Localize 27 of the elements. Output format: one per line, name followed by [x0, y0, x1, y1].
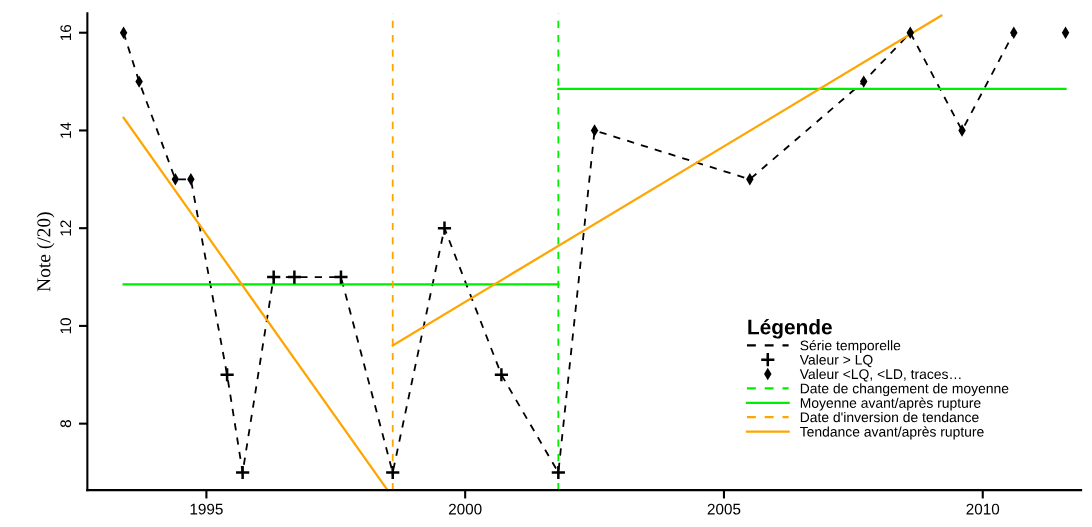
legend-label: Moyenne avant/après rupture	[800, 397, 981, 411]
x-tick-label: 2010	[966, 503, 1000, 515]
x-tick-label: 2005	[707, 503, 741, 515]
point	[493, 366, 510, 383]
y-tick-label: 12	[60, 220, 71, 236]
y-tick-label: 10	[60, 318, 72, 334]
point	[436, 220, 453, 237]
x-tick-label: 1995	[190, 503, 223, 515]
point	[265, 269, 282, 285]
legend-label: Tendance avant/après rupture	[800, 426, 984, 440]
legend-label: Date de changement de moyenne	[800, 383, 1009, 397]
legend-label: Série temporelle	[800, 340, 901, 354]
point	[219, 366, 235, 383]
y-tick-label: 8	[60, 420, 72, 428]
legend-label: Valeur <LQ, <LD, traces…	[799, 368, 961, 382]
legend-label: Date d'inversion de tendance	[800, 412, 979, 423]
point	[333, 269, 349, 285]
point	[234, 464, 251, 481]
y-tick-label: 16	[60, 24, 72, 41]
legend-title: Légende	[748, 318, 832, 339]
x-tick-label: 2000	[448, 503, 482, 515]
y-tick-label: 14	[60, 122, 71, 138]
point	[384, 464, 401, 481]
point	[550, 464, 567, 481]
legend-label: Valeur > LQ	[799, 354, 873, 368]
y-axis-title: Note (/20)	[36, 212, 55, 292]
point	[286, 269, 303, 285]
